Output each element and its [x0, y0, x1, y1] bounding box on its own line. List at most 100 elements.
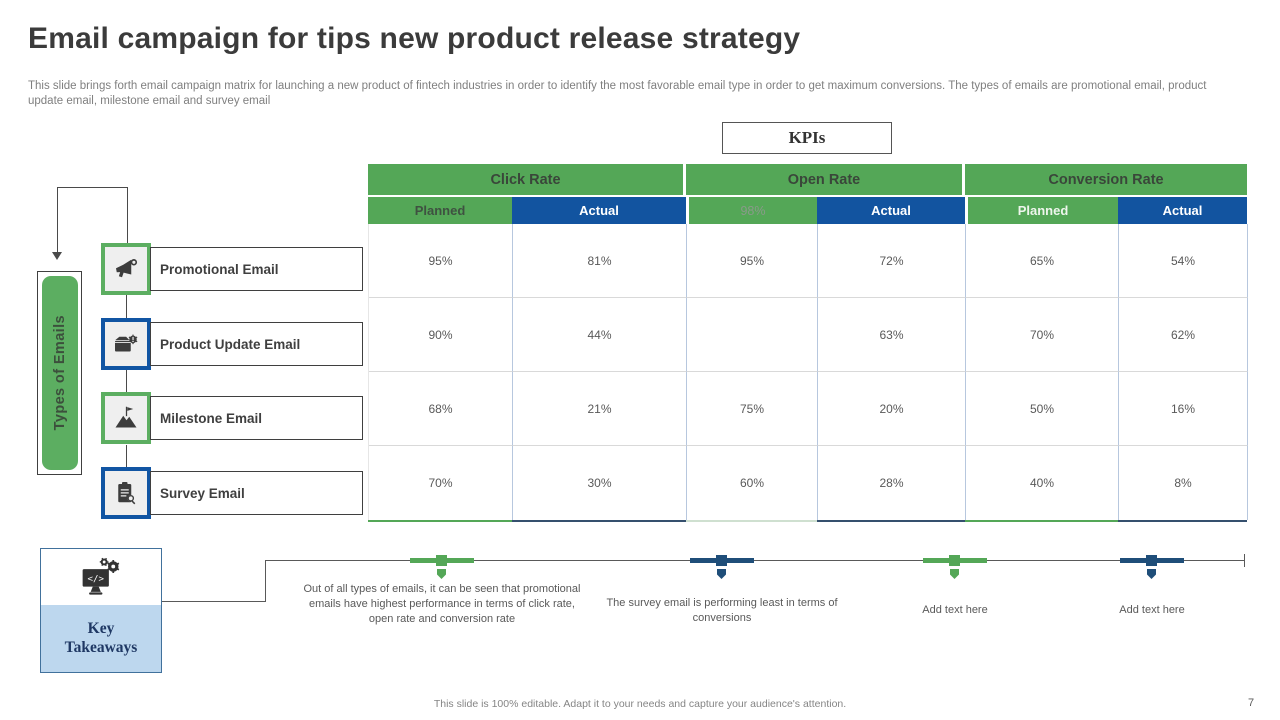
takeaway-note-3-placeholder: Add text here [922, 604, 988, 616]
table-cell: 16% [1119, 372, 1248, 446]
bottom-border-segment [965, 520, 1118, 522]
timeline-end-tick [1244, 554, 1245, 567]
table-cell: 95% [687, 224, 818, 298]
table-cell: 90% [369, 298, 513, 372]
bottom-border-segment [512, 520, 686, 522]
connector-line [265, 560, 266, 602]
email-type-label: Survey Email [160, 485, 245, 501]
table-cell: 28% [818, 446, 966, 520]
group-header-conversion-rate: Conversion Rate [965, 164, 1247, 195]
key-takeaways-box: </> Key Takeaways [40, 548, 162, 673]
table-cell: 70% [966, 298, 1119, 372]
marker-square [1146, 555, 1157, 566]
page-title: Email campaign for tips new product rele… [28, 22, 801, 55]
key-takeaways-label: Key Takeaways [41, 605, 161, 672]
table-cell: 60% [687, 446, 818, 520]
subheader-conversion-planned: Planned [965, 197, 1118, 224]
table-group-header-row: Click Rate Open Rate Conversion Rate [368, 164, 1247, 195]
marker-pin-icon [717, 569, 726, 579]
marker-square [436, 555, 447, 566]
connector-line [127, 187, 128, 243]
timeline-line [265, 560, 1245, 561]
table-cell [687, 298, 818, 372]
subheader-open-actual: Actual [817, 197, 965, 224]
table-cell: 72% [818, 224, 966, 298]
table-cell: 68% [369, 372, 513, 446]
email-type-label: Product Update Email [160, 336, 301, 352]
table-cell: 50% [966, 372, 1119, 446]
megaphone-icon [116, 259, 138, 278]
mountain-flag-icon [115, 406, 137, 428]
table-cell: 75% [687, 372, 818, 446]
svg-text:</>: </> [88, 575, 105, 585]
table-cell: 8% [1119, 446, 1248, 520]
key-takeaways-icon-area: </> [41, 549, 161, 605]
marker-square [716, 555, 727, 566]
email-type-label-box: Survey Email [150, 471, 363, 515]
table-subheader-row: Planned Actual 98% Actual Planned Actual [368, 197, 1247, 224]
kpis-heading-label: KPIs [788, 128, 826, 147]
table-cell: 20% [818, 372, 966, 446]
table-cell: 44% [513, 298, 687, 372]
email-type-label-box: Promotional Email [150, 247, 363, 291]
subheader-open-planned: 98% [686, 197, 817, 224]
milestone-email-icon-box [101, 392, 151, 444]
email-type-label: Milestone Email [160, 410, 263, 426]
table-cell: 81% [513, 224, 687, 298]
connector-line [57, 187, 58, 253]
timeline-marker-4 [1120, 553, 1184, 579]
promotional-email-icon-box [101, 243, 151, 295]
table-cell: 21% [513, 372, 687, 446]
email-type-label-box: Milestone Email [150, 396, 363, 440]
subheader-click-actual: Actual [512, 197, 686, 224]
table-cell: 54% [1119, 224, 1248, 298]
folder-gear-alert-icon [115, 334, 138, 352]
subheader-conversion-actual: Actual [1118, 197, 1247, 224]
marker-pin-icon [950, 569, 959, 579]
group-header-open-rate: Open Rate [686, 164, 965, 195]
marker-pin-icon [1147, 569, 1156, 579]
bottom-border-segment [368, 520, 512, 522]
header-divider [368, 195, 1247, 197]
types-of-emails-banner: Types of Emails [42, 276, 78, 470]
clipboard-magnifier-icon [118, 482, 136, 505]
table-cell: 40% [966, 446, 1119, 520]
connector-line [57, 187, 128, 188]
connector-line [126, 445, 127, 467]
table-cell: 63% [818, 298, 966, 372]
connector-line [162, 601, 265, 602]
takeaway-note-1: Out of all types of emails, it can be se… [303, 583, 581, 625]
arrow-down-icon [52, 252, 62, 260]
marker-pin-icon [437, 569, 446, 579]
table-cell: 70% [369, 446, 513, 520]
table-cell: 65% [966, 224, 1119, 298]
group-header-click-rate: Click Rate [368, 164, 686, 195]
survey-email-icon-box [101, 467, 151, 519]
footer-note: This slide is 100% editable. Adapt it to… [433, 698, 847, 710]
bottom-border-segment [1118, 520, 1247, 522]
connector-line [126, 295, 127, 318]
table-body: 95% 81% 95% 72% 65% 54% 90% 44% 63% 70% … [368, 224, 1248, 520]
slide-description: This slide brings forth email campaign m… [28, 80, 1207, 107]
table-cell: 62% [1119, 298, 1248, 372]
timeline-marker-2 [690, 553, 754, 579]
timeline-marker-3 [923, 553, 987, 579]
kpis-heading-box: KPIs [722, 122, 892, 154]
types-of-emails-label: Types of Emails [52, 315, 68, 431]
bottom-border-segment [817, 520, 965, 522]
monitor-gears-icon: </> [82, 557, 120, 595]
kpi-table: Click Rate Open Rate Conversion Rate Pla… [368, 164, 1248, 522]
table-cell: 95% [369, 224, 513, 298]
bottom-border-segment [686, 520, 817, 522]
product-update-email-icon-box [101, 318, 151, 370]
timeline-marker-1 [410, 553, 474, 579]
email-type-label: Promotional Email [160, 261, 279, 277]
subheader-click-planned: Planned [368, 197, 512, 224]
table-bottom-border [368, 520, 1247, 522]
table-cell: 30% [513, 446, 687, 520]
page-number: 7 [1248, 697, 1255, 709]
takeaway-note-4-placeholder: Add text here [1119, 604, 1185, 616]
email-type-label-box: Product Update Email [150, 322, 363, 366]
marker-square [949, 555, 960, 566]
takeaway-note-2: The survey email is performing least in … [606, 597, 838, 624]
